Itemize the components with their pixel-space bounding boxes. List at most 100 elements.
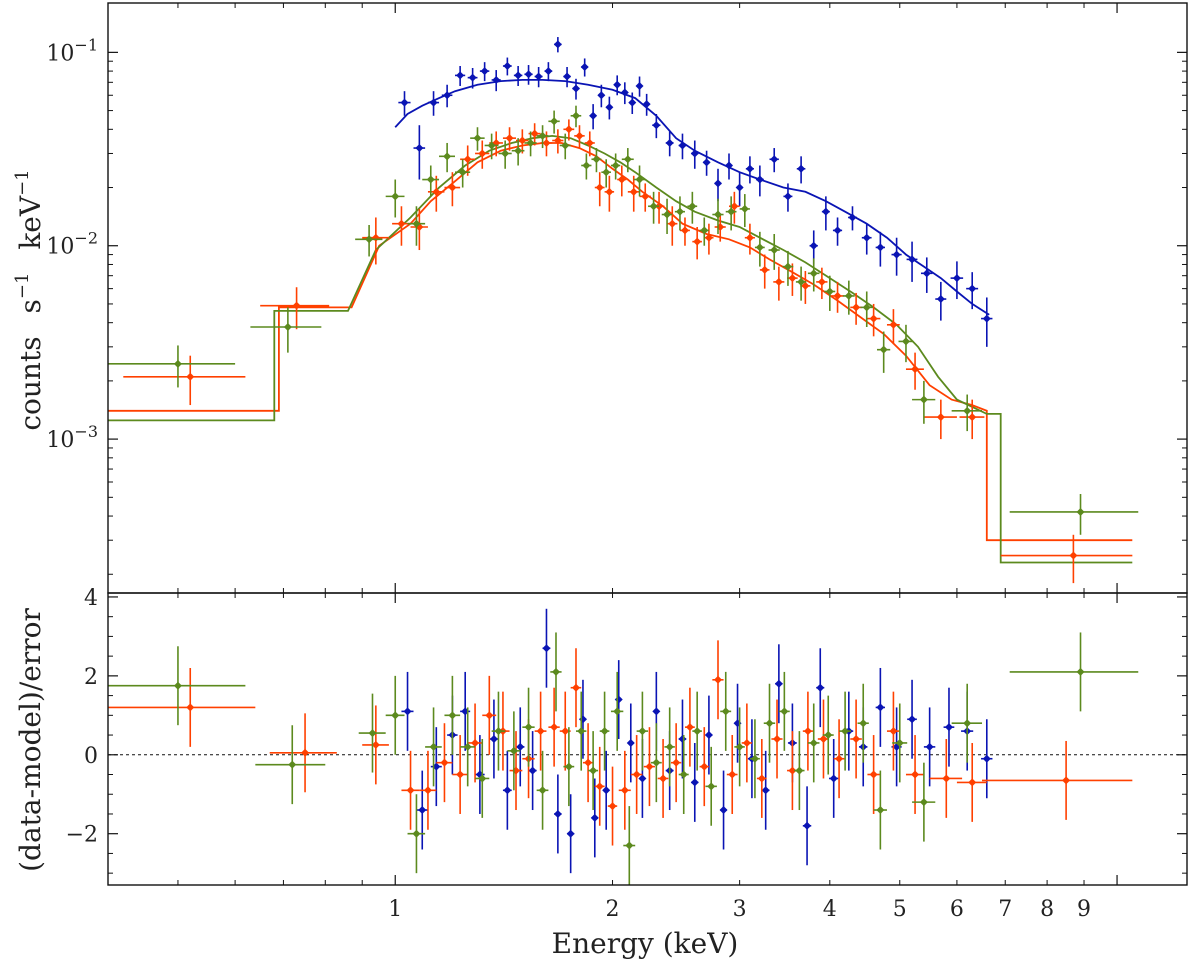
marker-green: [649, 202, 658, 211]
data-point-green: [1009, 494, 1139, 535]
data-point-orange: [528, 123, 541, 146]
marker-blue: [774, 679, 783, 688]
data-point-blue: [783, 183, 793, 212]
data-point-green: [570, 105, 582, 128]
marker-blue: [528, 766, 537, 775]
residual-point-blue: [816, 648, 825, 728]
x-tick-label: 7: [998, 897, 1012, 922]
residual-point-green: [794, 731, 805, 811]
marker-orange: [595, 782, 604, 791]
marker-blue: [468, 73, 477, 82]
marker-blue: [968, 284, 977, 293]
residual-point-blue: [907, 679, 917, 759]
data-point-orange: [627, 175, 640, 212]
data-point-blue: [702, 150, 711, 176]
marker-blue: [563, 72, 572, 81]
marker-green: [623, 155, 632, 164]
marker-orange: [672, 758, 681, 767]
marker-green: [795, 766, 804, 775]
data-point-blue: [821, 196, 830, 231]
marker-green: [509, 746, 518, 755]
residual-point-blue: [774, 644, 783, 724]
x-tick-label: 2: [606, 897, 620, 922]
y-axis-label-residuals: (data-model)/error: [14, 608, 47, 872]
data-point-blue: [966, 272, 979, 310]
y-tick-label: 10−1: [46, 35, 98, 66]
residual-point-blue: [875, 667, 886, 747]
marker-blue: [714, 179, 723, 188]
marker-blue: [514, 71, 523, 80]
marker-blue: [982, 314, 991, 323]
residual-point-orange: [850, 699, 862, 779]
data-point-green: [633, 165, 646, 197]
residual-point-orange: [269, 713, 337, 793]
marker-orange: [742, 738, 751, 747]
marker-orange: [608, 802, 617, 811]
marker-green: [1076, 507, 1085, 516]
residual-point-orange: [582, 723, 594, 803]
marker-orange: [835, 754, 844, 763]
spectrum-panel-frame: [107, 2, 1188, 594]
residual-point-orange: [594, 746, 605, 826]
marker-green: [391, 192, 400, 201]
data-point-orange: [475, 140, 490, 169]
data-point-blue: [513, 66, 523, 86]
marker-orange: [641, 192, 650, 201]
marker-blue: [944, 723, 953, 732]
marker-blue: [597, 91, 606, 100]
marker-green: [638, 727, 647, 736]
data-point-green: [439, 142, 455, 173]
marker-green: [487, 141, 496, 150]
marker-green: [577, 727, 586, 736]
residual-point-blue: [401, 671, 414, 751]
marker-blue: [719, 806, 728, 815]
marker-orange: [397, 219, 406, 228]
marker-blue: [922, 269, 931, 278]
residual-point-orange: [867, 735, 880, 814]
marker-blue: [566, 829, 575, 838]
y-axis-label-spectrum: counts s−1 keV−1: [2, 169, 47, 430]
data-point-green: [912, 380, 936, 424]
residual-point-green: [507, 711, 521, 791]
marker-green: [809, 269, 818, 278]
marker-blue: [982, 754, 991, 763]
marker-blue: [602, 786, 611, 795]
marker-orange: [685, 723, 694, 732]
data-point-orange: [639, 183, 651, 212]
marker-blue: [704, 731, 713, 740]
data-point-orange: [759, 254, 770, 289]
data-point-blue: [848, 206, 857, 231]
residual-point-orange: [401, 750, 420, 830]
data-point-blue: [755, 165, 764, 197]
data-point-orange: [959, 399, 985, 440]
marker-orange: [668, 219, 677, 228]
marker-orange: [292, 301, 301, 310]
data-point-blue: [571, 78, 580, 100]
marker-blue: [770, 155, 779, 164]
marker-orange: [585, 138, 594, 147]
data-point-green: [842, 280, 855, 315]
residual-point-orange: [419, 750, 437, 830]
data-point-green: [807, 258, 820, 292]
residual-point-orange: [712, 640, 724, 720]
marker-orange: [889, 320, 898, 329]
data-point-green: [470, 127, 485, 151]
marker-orange: [371, 233, 380, 242]
data-point-blue: [597, 84, 606, 108]
data-point-orange: [787, 263, 798, 296]
data-point-orange: [800, 271, 811, 304]
marker-blue: [678, 735, 687, 743]
data-point-blue: [524, 65, 533, 85]
data-point-blue: [580, 58, 589, 77]
marker-blue: [876, 703, 885, 712]
marker-green: [478, 774, 487, 783]
marker-orange: [485, 711, 494, 720]
residual-point-blue: [578, 679, 587, 759]
data-point-green: [601, 159, 611, 188]
marker-blue: [908, 255, 917, 264]
x-tick-label: 8: [1040, 897, 1054, 922]
data-point-blue: [935, 281, 947, 321]
residual-point-blue: [602, 750, 611, 830]
residual-point-blue: [489, 699, 499, 779]
